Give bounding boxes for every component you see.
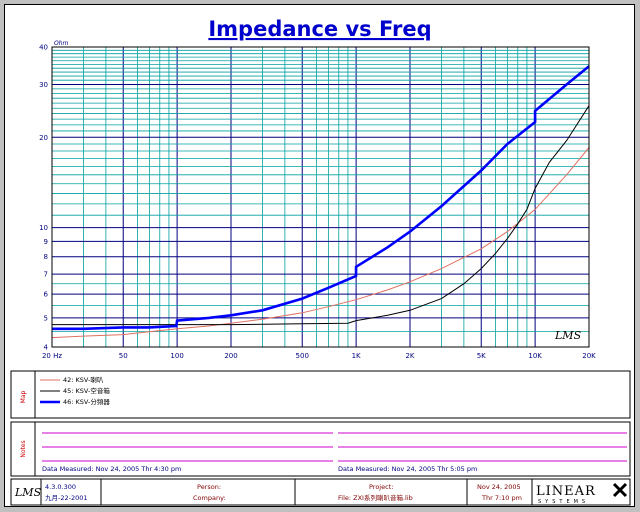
brand-x-icon <box>612 482 628 498</box>
x-tick-labels: 20 Hz 50 100 200 500 1K 2K 5K 10K 20K <box>42 352 596 360</box>
y-tick-label: 7 <box>44 271 48 279</box>
y-tick-labels: 4 5 6 7 8 9 10 20 30 40 <box>39 44 48 352</box>
y-tick-label: 6 <box>44 291 49 299</box>
x-tick-label: 5K <box>477 352 486 360</box>
footer-print-date: Nov 24, 2005 <box>477 483 521 491</box>
x-tick-label: 10K <box>528 352 542 360</box>
x-tick-label: 200 <box>224 352 237 360</box>
series-line-3 <box>52 65 590 331</box>
notes-section-label: Notes <box>20 440 27 457</box>
series-line-1 <box>51 147 590 339</box>
series-line-2 <box>52 105 590 326</box>
footer-file-label: File: ZXI系列喇叭音箱.lib <box>338 493 413 502</box>
measured-right: Data Measured: Nov 24, 2005 Thr 5:05 pm <box>338 465 477 473</box>
notes-lines <box>42 432 627 462</box>
y-tick-label: 5 <box>44 314 48 322</box>
x-tick-label: 20K <box>582 352 596 360</box>
footer-print-time: Thr 7:10 pm <box>481 494 522 502</box>
legend-entry: 42: KSV-喇叭 <box>63 375 104 384</box>
brand-subtitle: SYSTEMS <box>538 499 589 505</box>
report-frame: Impedance vs Freq 20 Hz 50 100 200 500 1K 2K 5K… <box>4 4 635 507</box>
footer-logo: LMS <box>14 486 42 499</box>
x-tick-label: 50 <box>119 352 128 360</box>
x-tick-label: 1K <box>352 352 361 360</box>
legend-box <box>10 370 631 419</box>
notes-box <box>10 421 631 477</box>
legend-section-label: Map <box>20 390 27 403</box>
grid <box>51 46 590 348</box>
y-tick-label: 30 <box>39 81 48 89</box>
y-unit-label: Ohm <box>54 40 69 47</box>
measured-left: Data Measured: Nov 24, 2005 Thr 4:30 pm <box>42 465 181 473</box>
x-tick-label: 2K <box>405 352 414 360</box>
footer-date: 九月-22-2001 <box>45 493 88 502</box>
legend-entry: 46: KSV-分頻器 <box>63 397 110 406</box>
x-tick-label: 20 Hz <box>42 352 62 360</box>
y-tick-label: 20 <box>39 134 48 142</box>
y-tick-label: 40 <box>39 44 48 52</box>
plot-border <box>51 46 590 348</box>
legend: 42: KSV-喇叭 45: KSV-空音箱 46: KSV-分頻器 <box>40 375 110 406</box>
x-tick-label: 500 <box>296 352 309 360</box>
chart-title: Impedance vs Freq <box>208 17 431 41</box>
y-tick-label: 9 <box>44 238 48 246</box>
y-tick-label: 10 <box>39 224 48 232</box>
brand-name: LINEAR <box>536 484 596 499</box>
chart-svg: Impedance vs Freq 20 Hz 50 100 200 500 1K 2K 5K… <box>10 17 631 506</box>
plot-area <box>51 46 590 348</box>
watermark-logo: LMS <box>554 329 582 342</box>
footer-box <box>10 478 631 506</box>
footer-person-label: Person: <box>197 483 221 491</box>
series-group <box>51 65 590 339</box>
x-tick-label: 100 <box>170 352 183 360</box>
y-tick-label: 4 <box>44 344 49 352</box>
legend-entry: 45: KSV-空音箱 <box>63 386 110 395</box>
footer-company-label: Company: <box>193 494 226 502</box>
footer-version: 4.3.0.300 <box>45 483 76 491</box>
footer-project-label: Project: <box>369 483 393 491</box>
y-tick-label: 8 <box>44 253 48 261</box>
